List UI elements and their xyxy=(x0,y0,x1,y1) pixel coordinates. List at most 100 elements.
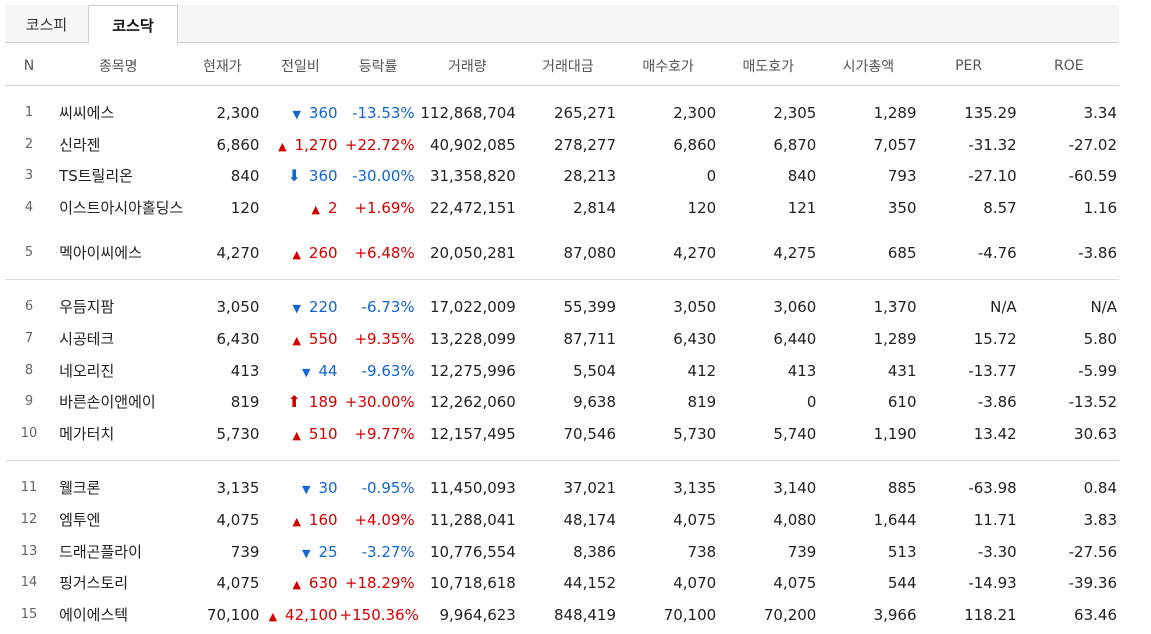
stock-name-link[interactable]: 엠투엔 xyxy=(59,510,101,529)
stock-name-link[interactable]: 핑거스토리 xyxy=(59,574,129,593)
stock-name-link[interactable]: 네오리진 xyxy=(59,361,115,380)
diff-cell: ▼ 360 xyxy=(261,96,339,128)
rate-cell: +1.69% xyxy=(354,198,415,217)
market-tabs: 코스피 코스닥 xyxy=(5,5,1119,44)
col-header-ask: 매도호가 xyxy=(718,48,819,86)
volume-cell: 11,450,093 xyxy=(429,479,516,498)
stock-name-link[interactable]: 메가터치 xyxy=(59,424,115,443)
diff-cell: ▼ 25 xyxy=(261,535,339,567)
stock-name-link[interactable]: TS트릴리온 xyxy=(59,167,133,186)
rank-cell: 2 xyxy=(24,136,34,152)
rank-cell: 1 xyxy=(24,105,34,120)
stock-name-link[interactable]: 멕아이씨에스 xyxy=(59,243,142,262)
market-cap-cell: 431 xyxy=(887,361,917,380)
volume-cell: 40,902,085 xyxy=(429,135,516,154)
triangle-up-icon: ▲ xyxy=(292,428,301,442)
bid-cell: 5,730 xyxy=(673,424,717,443)
bid-cell: 3,050 xyxy=(673,298,717,317)
market-cap-cell: 1,190 xyxy=(873,424,917,443)
amount-cell: 44,152 xyxy=(563,574,617,593)
col-header-market-cap: 시가총액 xyxy=(818,48,919,86)
diff-cell: ▲ 550 xyxy=(261,322,339,354)
stock-name-link[interactable]: 바른손이앤에이 xyxy=(59,393,156,412)
triangle-down-icon: ▼ xyxy=(292,302,301,316)
price-cell: 2,300 xyxy=(216,104,260,122)
market-cap-cell: 1,289 xyxy=(873,329,917,348)
diff-value: 510 xyxy=(308,424,338,443)
divider-cell xyxy=(5,267,1119,280)
stock-table: N 종목명 현재가 전일비 등락률 거래량 거래대금 매수호가 매도호가 시가총… xyxy=(5,48,1119,629)
ask-cell: 3,060 xyxy=(773,298,817,317)
market-cap-cell: 513 xyxy=(887,542,917,561)
bid-cell: 819 xyxy=(687,393,717,412)
bid-cell: 412 xyxy=(687,361,717,380)
roe-cell: -5.99 xyxy=(1078,361,1117,380)
diff-value: 189 xyxy=(308,393,338,412)
upper-limit-arrow-icon: ⬆ xyxy=(287,392,301,412)
stock-name-link[interactable]: 우듬지팜 xyxy=(59,298,115,317)
bid-cell: 120 xyxy=(687,198,717,217)
diff-value: 1,270 xyxy=(294,135,338,154)
spacer-cell xyxy=(5,279,1119,290)
triangle-up-icon: ▲ xyxy=(268,609,278,623)
volume-cell: 11,288,041 xyxy=(429,510,516,529)
volume-cell: 17,022,009 xyxy=(429,298,516,317)
rate-cell: -9.63% xyxy=(361,361,415,380)
market-cap-cell: 1,644 xyxy=(873,510,917,529)
table-row: 3 TS트릴리온 840 ⬇ 360 -30.00% 31,358,820 28,213 0 84… xyxy=(5,159,1119,191)
roe-cell: 3.34 xyxy=(1083,104,1117,122)
price-cell: 120 xyxy=(230,198,260,217)
roe-cell: 0.84 xyxy=(1083,479,1117,498)
stock-name-link[interactable]: 씨씨에스 xyxy=(59,104,115,122)
rank-cell: 12 xyxy=(20,511,38,527)
roe-cell: -3.86 xyxy=(1078,243,1117,262)
diff-value: 360 xyxy=(308,167,338,186)
rank-cell: 13 xyxy=(20,543,38,559)
stock-name-link[interactable]: 시공테크 xyxy=(59,329,115,348)
triangle-up-icon: ▲ xyxy=(292,514,301,528)
diff-cell: ▲ 2 xyxy=(261,191,339,236)
bid-cell: 738 xyxy=(687,542,717,561)
amount-cell: 8,386 xyxy=(573,542,617,561)
roe-cell: -13.52 xyxy=(1068,393,1117,412)
per-cell: N/A xyxy=(990,298,1017,317)
stock-name-link[interactable]: 드래곤플라이 xyxy=(59,542,142,561)
stock-name-link[interactable]: 웰크론 xyxy=(59,479,101,498)
stock-name-link[interactable]: 신라젠 xyxy=(59,135,101,154)
price-cell: 3,135 xyxy=(216,479,260,498)
bid-cell: 0 xyxy=(706,167,717,186)
volume-cell: 12,262,060 xyxy=(429,393,516,412)
rate-cell: +18.29% xyxy=(344,574,415,593)
ask-cell: 70,200 xyxy=(763,605,817,624)
roe-cell: 63.46 xyxy=(1074,605,1117,624)
amount-cell: 278,277 xyxy=(553,135,617,154)
table-row: 12 엠투엔 4,075 ▲ 160 +4.09% 11,288,041 48,174 4,07… xyxy=(5,503,1119,535)
price-cell: 739 xyxy=(230,542,260,561)
per-cell: 118.21 xyxy=(964,605,1017,624)
table-row: 6 우듬지팜 3,050 ▼ 220 -6.73% 17,022,009 55,399 3,05… xyxy=(5,290,1119,322)
diff-cell: ▲ 42,100 xyxy=(261,598,339,630)
roe-cell: -27.02 xyxy=(1068,135,1117,154)
ask-cell: 121 xyxy=(787,198,817,217)
ask-cell: 4,075 xyxy=(773,574,817,593)
table-header-row: N 종목명 현재가 전일비 등락률 거래량 거래대금 매수호가 매도호가 시가총… xyxy=(5,48,1119,86)
group-spacer xyxy=(5,460,1119,471)
volume-cell: 112,868,704 xyxy=(420,104,516,122)
diff-value: 30 xyxy=(318,479,338,498)
tab-kosdaq[interactable]: 코스닥 xyxy=(88,5,178,44)
per-cell: -14.93 xyxy=(968,574,1017,593)
rate-cell: +150.36% xyxy=(339,605,419,624)
tab-kospi[interactable]: 코스피 xyxy=(25,16,68,34)
diff-cell: ▼ 220 xyxy=(261,290,339,322)
table-row: 10 메가터치 5,730 ▲ 510 +9.77% 12,157,495 70,546 5,7… xyxy=(5,417,1119,449)
stock-name-link[interactable]: 이스트아시아홀딩스 xyxy=(59,198,184,217)
col-header-name: 종목명 xyxy=(53,48,184,86)
roe-cell: 30.63 xyxy=(1074,424,1117,443)
stock-name-link[interactable]: 에이에스텍 xyxy=(59,605,129,624)
rate-cell: +9.35% xyxy=(354,329,415,348)
per-cell: 11.71 xyxy=(973,510,1017,529)
group-divider xyxy=(5,448,1119,461)
diff-cell: ▼ 30 xyxy=(261,471,339,503)
bid-cell: 3,135 xyxy=(673,479,717,498)
table-row: 8 네오리진 413 ▼ 44 -9.63% 12,275,996 5,504 412 413 43… xyxy=(5,354,1119,386)
